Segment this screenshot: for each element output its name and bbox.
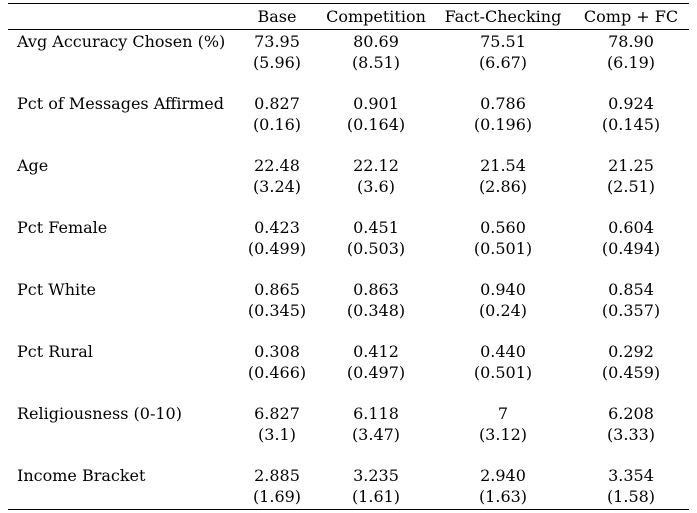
sd-value: (0.196) (473, 115, 533, 134)
mean-value: 0.604 (608, 218, 654, 237)
sd-value: (6.19) (606, 53, 656, 72)
sd-value: (3.1) (258, 425, 296, 444)
mean-value: 0.854 (608, 280, 654, 299)
table-row: Pct Rural 0.308 (0.466) 0.412 (0.497) 0.440 (0… (8, 341, 689, 383)
sd-value: (0.501) (473, 239, 533, 258)
bottom-rule (8, 509, 689, 510)
column-header-base: Base (257, 7, 297, 26)
mean-value: 0.292 (608, 342, 654, 361)
table-row: Pct of Messages Affirmed 0.827 (0.16) 0.901… (8, 93, 689, 135)
column-header-fact-checking: Fact-Checking (444, 7, 562, 26)
table-header: Base Competition Fact-Checking Comp + FC (8, 6, 689, 28)
sd-value: (3.47) (351, 425, 401, 444)
table-row: Avg Accuracy Chosen (%) 73.95 (5.96) 80.69 (… (8, 31, 689, 73)
mean-value: 0.560 (480, 218, 526, 237)
sd-value: (0.459) (601, 363, 661, 382)
table-row: Religiousness (0-10) 6.827 (3.1) 6.118 (3.47… (8, 403, 689, 445)
table-row: Income Bracket 2.885 (1.69) 3.235 (1.61) 2.94… (8, 465, 689, 507)
sd-value: (8.51) (351, 53, 401, 72)
mean-value: 7 (497, 404, 509, 423)
sd-value: (0.501) (473, 363, 533, 382)
mean-value: 0.924 (608, 94, 654, 113)
row-label: Income Bracket (17, 466, 146, 485)
mean-value: 22.48 (254, 156, 300, 175)
mean-value: 0.940 (480, 280, 526, 299)
row-label: Age (17, 156, 49, 175)
sd-value: (1.69) (252, 487, 302, 506)
mean-value: 0.440 (480, 342, 526, 361)
sd-value: (1.61) (351, 487, 401, 506)
top-rule (8, 3, 689, 4)
sd-value: (0.164) (346, 115, 406, 134)
mean-value: 0.865 (254, 280, 300, 299)
mean-value: 78.90 (608, 32, 654, 51)
mean-value: 0.308 (254, 342, 300, 361)
sd-value: (1.63) (478, 487, 528, 506)
mean-value: 80.69 (353, 32, 399, 51)
sd-value: (0.497) (346, 363, 406, 382)
sd-value: (0.494) (601, 239, 661, 258)
sd-value: (0.503) (346, 239, 406, 258)
header-rule (8, 29, 689, 30)
sd-value: (3.24) (252, 177, 302, 196)
sd-value: (2.51) (606, 177, 656, 196)
table-row: Age 22.48 (3.24) 22.12 (3.6) 21.54 (2.86) 21.25… (8, 155, 689, 197)
mean-value: 75.51 (480, 32, 526, 51)
mean-value: 6.118 (353, 404, 399, 423)
mean-value: 0.412 (353, 342, 399, 361)
mean-value: 2.940 (480, 466, 526, 485)
mean-value: 0.863 (353, 280, 399, 299)
mean-value: 3.354 (608, 466, 654, 485)
table-row: Pct Female 0.423 (0.499) 0.451 (0.503) 0.560 (… (8, 217, 689, 259)
sd-value: (0.348) (346, 301, 406, 320)
table-row: Pct White 0.865 (0.345) 0.863 (0.348) 0.940 (0… (8, 279, 689, 321)
mean-value: 22.12 (353, 156, 399, 175)
sd-value: (3.12) (478, 425, 528, 444)
mean-value: 0.901 (353, 94, 399, 113)
column-header-comp-fc: Comp + FC (583, 7, 679, 26)
row-label: Pct White (17, 280, 97, 299)
mean-value: 21.25 (608, 156, 654, 175)
mean-value: 3.235 (353, 466, 399, 485)
row-label: Pct Rural (17, 342, 93, 361)
column-header-competition: Competition (326, 7, 426, 26)
mean-value: 0.423 (254, 218, 300, 237)
sd-value: (0.345) (247, 301, 307, 320)
sd-value: (1.58) (606, 487, 656, 506)
sd-value: (0.145) (601, 115, 661, 134)
mean-value: 0.827 (254, 94, 300, 113)
sd-value: (0.357) (601, 301, 661, 320)
sd-value: (0.16) (252, 115, 302, 134)
row-label: Pct Female (17, 218, 108, 237)
sd-value: (2.86) (478, 177, 528, 196)
row-label: Avg Accuracy Chosen (%) (17, 32, 226, 51)
sd-value: (0.24) (478, 301, 528, 320)
mean-value: 2.885 (254, 466, 300, 485)
mean-value: 73.95 (254, 32, 300, 51)
sd-value: (0.499) (247, 239, 307, 258)
sd-value: (5.96) (252, 53, 302, 72)
row-label: Religiousness (0-10) (17, 404, 182, 423)
sd-value: (0.466) (247, 363, 307, 382)
mean-value: 0.451 (353, 218, 399, 237)
sd-value: (3.6) (357, 177, 395, 196)
mean-value: 6.208 (608, 404, 654, 423)
mean-value: 21.54 (480, 156, 526, 175)
sd-value: (3.33) (606, 425, 656, 444)
mean-value: 6.827 (254, 404, 300, 423)
row-label: Pct of Messages Affirmed (17, 94, 224, 113)
sd-value: (6.67) (478, 53, 528, 72)
mean-value: 0.786 (480, 94, 526, 113)
